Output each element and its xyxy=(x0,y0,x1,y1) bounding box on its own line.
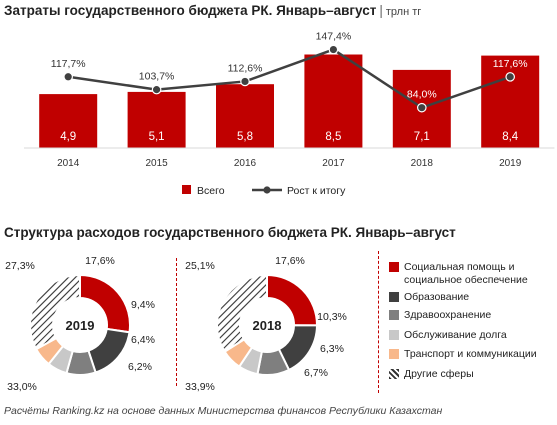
donut-center-label: 2019 xyxy=(66,318,95,333)
x-tick-label: 2017 xyxy=(322,158,345,169)
legend-item-other: Другие сферы xyxy=(389,368,474,381)
legend-item-health: Здравоохранение xyxy=(389,309,491,322)
legend-swatch xyxy=(389,292,399,302)
legend-label: Обслуживание долга xyxy=(404,329,507,341)
donut-slice-label: 17,6% xyxy=(85,255,115,267)
bar-value-label: 4,9 xyxy=(60,131,76,143)
bar-2016 xyxy=(216,84,274,148)
donut-slice-2019-1 xyxy=(87,327,131,374)
x-tick-label: 2014 xyxy=(57,158,80,169)
legend-swatch xyxy=(389,330,399,340)
legend-bars-swatch xyxy=(182,185,191,194)
donut-slice-label: 6,2% xyxy=(128,361,152,373)
growth-label: 103,7% xyxy=(139,71,175,83)
donut-slice-label: 6,3% xyxy=(320,343,344,355)
legend-swatch xyxy=(389,262,399,272)
growth-point xyxy=(151,84,162,95)
donut-slice-2018-5 xyxy=(216,273,268,353)
bar-2019 xyxy=(481,55,540,148)
bottom-chart-title: Структура расходов государственного бюдж… xyxy=(4,225,456,240)
x-tick-label: 2019 xyxy=(499,158,522,169)
bar-value-label: 5,1 xyxy=(149,131,165,143)
bar-2017 xyxy=(304,54,363,148)
donut-slice-label: 6,7% xyxy=(304,367,328,379)
bar-value-label: 5,8 xyxy=(237,131,253,143)
donut-slice-label: 6,4% xyxy=(131,334,155,346)
growth-point xyxy=(328,44,339,55)
title-separator: | xyxy=(379,3,383,18)
growth-point xyxy=(240,76,250,87)
donut-slice-2019-5 xyxy=(29,273,81,351)
bar-value-label: 8,4 xyxy=(502,131,519,143)
growth-label: 117,7% xyxy=(51,58,86,70)
top-chart-title-text: Затраты государственного бюджета РК. Янв… xyxy=(4,3,377,18)
donut-legend: Социальная помощь и социальное обеспечени… xyxy=(378,251,557,393)
growth-point xyxy=(416,102,427,113)
x-tick-label: 2016 xyxy=(234,158,257,169)
source-note: Расчёты Ranking.kz на основе данных Мини… xyxy=(4,405,443,417)
donut-slice-label: 33,9% xyxy=(185,381,215,393)
legend-label: Образование xyxy=(404,291,470,303)
legend-label: Социальная помощь и социальное обеспечени… xyxy=(404,261,528,286)
legend-line-marker xyxy=(263,186,271,194)
growth-label: 84,0% xyxy=(407,89,437,101)
legend-swatch xyxy=(389,310,399,320)
growth-line xyxy=(68,48,511,110)
donut-slice-label: 27,3% xyxy=(5,260,35,272)
donut-slice-label: 9,4% xyxy=(131,299,155,311)
bar-value-label: 7,1 xyxy=(414,131,430,143)
growth-label: 147,4% xyxy=(316,31,352,43)
bar-line-chart: 4,9 2014 5,1 2015 5,8 2016 8,5 2017 7,1 2018 8,4 20… xyxy=(24,31,555,197)
legend-item-education: Образование xyxy=(389,291,469,304)
legend-bars-label: Всего xyxy=(197,185,225,197)
donut-center-label: 2018 xyxy=(253,318,282,333)
growth-label: 117,6% xyxy=(493,58,528,70)
donut-slice-label: 33,0% xyxy=(7,381,37,393)
bar-2014 xyxy=(39,94,98,148)
legend-swatch xyxy=(389,349,399,359)
legend-label: Другие сферы xyxy=(404,368,474,380)
legend-item-social: Социальная помощь и социальное обеспечени… xyxy=(389,261,528,287)
legend-line-label: Рост к итогу xyxy=(287,185,346,197)
x-tick-label: 2015 xyxy=(145,158,168,169)
growth-label: 112,6% xyxy=(228,62,263,74)
donut-charts: 2019 27,3% 17,6% 9,4% 6,4% 6,2% 33,0% 2018 25,1%… xyxy=(5,255,347,393)
growth-point xyxy=(505,72,515,82)
legend-swatch xyxy=(389,369,399,379)
donut-slice-label: 25,1% xyxy=(185,260,215,272)
donut-divider xyxy=(176,258,177,386)
bar-value-label: 8,5 xyxy=(325,131,341,143)
donut-slice-label: 10,3% xyxy=(317,311,347,323)
legend-label: Здравоохранение xyxy=(404,309,492,321)
unit-label: трлн тг xyxy=(385,6,422,18)
bar-2015 xyxy=(127,91,186,148)
legend-item-transport: Транспорт и коммуникации xyxy=(389,348,537,361)
legend-item-debt: Обслуживание долга xyxy=(389,329,507,342)
x-tick-label: 2018 xyxy=(411,158,434,169)
legend-label: Транспорт и коммуникации xyxy=(404,348,537,360)
top-chart-title: Затраты государственного бюджета РК. Янв… xyxy=(4,3,421,18)
growth-point xyxy=(63,71,73,82)
donut-slice-label: 17,6% xyxy=(275,255,305,267)
